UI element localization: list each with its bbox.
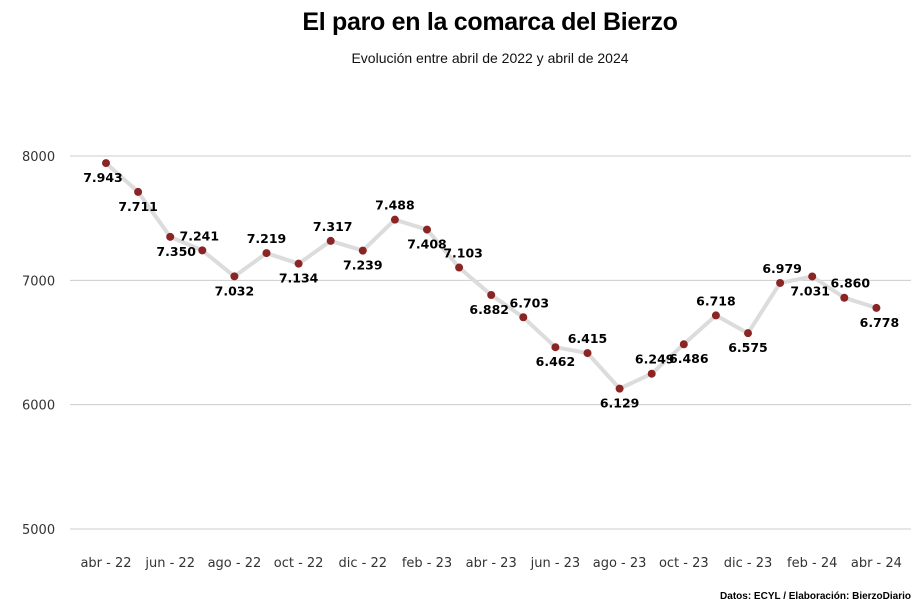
- data-label: 7.408: [407, 237, 447, 252]
- data-label: 6.486: [669, 351, 709, 366]
- x-tick-label: abr - 22: [80, 556, 131, 571]
- x-tick-label: oct - 22: [274, 556, 324, 571]
- data-point: [102, 159, 110, 168]
- data-point: [679, 340, 688, 349]
- data-point: [455, 263, 464, 272]
- gridlines: [70, 155, 911, 530]
- data-point: [872, 303, 881, 312]
- data-label: 7.711: [118, 199, 158, 214]
- data-label: 6.778: [860, 315, 900, 330]
- data-label: 6.703: [510, 295, 550, 310]
- x-tick-label: abr - 24: [851, 556, 902, 571]
- data-label: 7.032: [215, 283, 255, 298]
- data-label: 7.488: [375, 198, 415, 213]
- data-point: [423, 225, 431, 234]
- data-label: 7.350: [156, 244, 196, 259]
- data-point: [326, 236, 335, 245]
- data-label: 7.219: [247, 231, 287, 246]
- chart-subtitle: Evolución entre abril de 2022 y abril de…: [351, 50, 629, 66]
- data-point: [262, 249, 271, 258]
- data-point: [647, 369, 656, 378]
- data-point: [390, 215, 399, 224]
- data-label: 6.860: [831, 276, 871, 291]
- data-point: [744, 329, 752, 338]
- x-tick-label: abr - 23: [466, 556, 517, 571]
- data-label: 6.882: [469, 302, 509, 317]
- data-point: [358, 246, 367, 255]
- y-tick-label: 8000: [22, 150, 55, 165]
- x-tick-label: dic - 23: [724, 556, 773, 571]
- source-credit: Datos: ECYL / Elaboración: BierzoDiario: [720, 591, 911, 602]
- data-point: [519, 313, 528, 322]
- data-point: [583, 349, 592, 358]
- x-tick-label: jun - 23: [530, 556, 581, 571]
- data-point: [198, 246, 207, 255]
- y-tick-label: 6000: [22, 399, 55, 414]
- data-label: 7.317: [313, 219, 353, 234]
- x-tick-label: jun - 22: [144, 556, 195, 571]
- data-point: [487, 291, 496, 300]
- data-label: 7.239: [343, 258, 383, 273]
- data-label: 6.129: [600, 396, 640, 411]
- data-point: [808, 272, 817, 281]
- data-point: [551, 343, 560, 352]
- x-tick-label: ago - 23: [593, 556, 647, 571]
- data-label: 6.575: [728, 340, 768, 355]
- data-label: 7.943: [83, 170, 123, 185]
- x-tick-label: ago - 22: [208, 556, 262, 571]
- data-label: 7.031: [790, 283, 830, 298]
- data-point: [134, 187, 143, 196]
- data-points: [102, 159, 881, 393]
- data-point: [230, 272, 239, 281]
- data-point: [294, 259, 303, 268]
- data-label: 6.979: [762, 261, 802, 276]
- data-label: 7.103: [443, 246, 483, 261]
- data-label: 7.134: [279, 271, 319, 286]
- x-tick-label: feb - 23: [402, 556, 452, 571]
- data-point: [840, 293, 849, 302]
- data-label: 7.241: [180, 228, 220, 243]
- x-tick-label: feb - 24: [787, 556, 837, 571]
- x-tick-label: oct - 23: [659, 556, 709, 571]
- chart-title: El paro en la comarca del Bierzo: [302, 8, 678, 36]
- data-point: [166, 232, 175, 241]
- data-point: [776, 278, 785, 287]
- data-point: [711, 311, 720, 320]
- data-label: 6.718: [696, 293, 736, 308]
- axis-labels: 5000 6000 7000 8000 abr - 22 jun - 22 ago - 22…: [22, 150, 902, 571]
- data-label: 6.462: [536, 354, 576, 369]
- x-tick-label: dic - 22: [339, 556, 388, 571]
- data-label: 6.415: [568, 331, 608, 346]
- data-label: 6.249: [635, 352, 675, 367]
- y-tick-label: 5000: [22, 523, 55, 538]
- data-point: [615, 384, 624, 393]
- y-tick-label: 7000: [22, 274, 55, 289]
